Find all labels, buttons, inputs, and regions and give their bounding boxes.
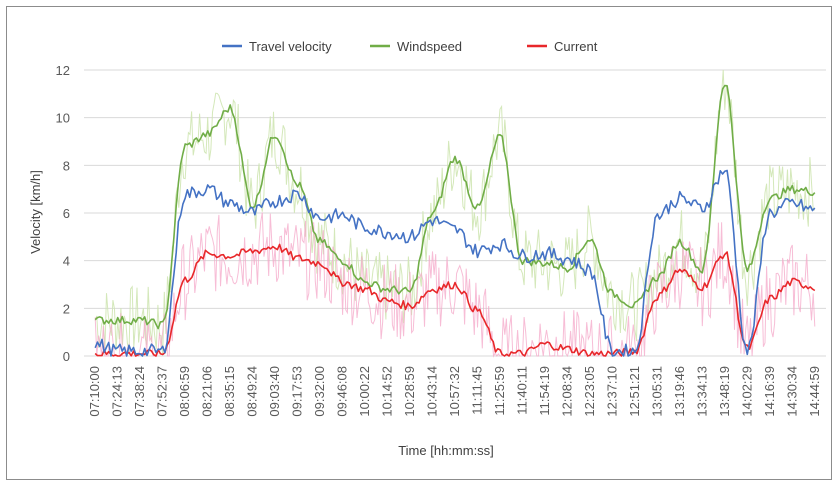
x-tick-label: 11:25:59 [492,366,507,416]
x-tick-label: 07:10:00 [87,366,102,417]
x-tick-label: 09:46:08 [335,366,350,417]
y-axis-title: Velocity [km/h] [28,170,43,254]
x-tick-label: 14:16:39 [762,366,777,417]
x-tick-label: 10:00:22 [357,366,372,417]
x-axis-ticks: 07:10:00 07:24:13 07:38:24 07:52:37 08:06:59… [87,366,822,417]
x-tick-label: 09:17:53 [290,366,305,417]
x-tick-label: 11:11:45 [469,366,484,415]
x-tick-label: 11:54:19 [537,366,552,416]
x-tick-label: 12:08:34 [559,366,574,417]
x-tick-label: 11:40:11 [514,366,529,415]
series-line-current [94,243,816,357]
x-tick-label: 07:38:24 [132,366,147,417]
legend-entry: Current [554,39,598,54]
x-tick-label: 13:05:31 [649,366,664,417]
x-tick-label: 07:24:13 [110,366,125,417]
y-tick-label: 10 [56,111,70,126]
x-tick-label: 09:03:40 [267,366,282,417]
raw-data-noise [94,69,816,358]
y-tick-label: 2 [63,301,70,316]
legend-entry: Windspeed [397,39,462,54]
x-tick-label: 12:37:10 [604,366,619,417]
y-tick-label: 12 [56,63,70,78]
x-tick-label: 10:14:52 [380,366,395,417]
y-axis-ticks: 0 2 4 6 8 10 12 [56,63,70,364]
x-tick-label: 09:32:00 [312,366,327,417]
x-tick-label: 13:19:46 [672,366,687,417]
y-tick-label: 8 [63,158,70,173]
legend-entry: Travel velocity [249,39,332,54]
x-tick-label: 07:52:37 [155,366,170,417]
y-tick-label: 6 [63,206,70,221]
x-axis-title: Time [hh:mm:ss] [398,443,494,458]
x-tick-label: 08:49:24 [245,366,260,417]
x-tick-label: 10:43:14 [425,366,440,417]
windspeed-raw-band [94,69,815,356]
gridlines [84,69,826,357]
x-tick-label: 12:51:21 [627,366,642,417]
series-lines [94,84,816,357]
x-tick-label: 08:35:15 [222,366,237,417]
y-tick-label: 0 [63,349,70,364]
x-tick-label: 08:21:06 [200,366,215,417]
x-tick-label: 13:34:13 [694,366,709,417]
x-tick-label: 14:02:29 [739,366,754,417]
x-tick-label: 14:30:34 [784,366,799,417]
x-tick-label: 10:57:32 [447,366,462,417]
series-line-travel-velocity [94,169,816,357]
current-raw-band [94,212,816,358]
x-tick-label: 14:44:59 [807,366,822,417]
series-line-windspeed [94,84,816,330]
x-tick-label: 08:06:59 [177,366,192,417]
x-tick-label: 10:28:59 [402,366,417,417]
x-tick-label: 12:23:05 [582,366,597,417]
chart-frame [6,6,832,480]
x-tick-label: 13:48:19 [717,366,732,417]
y-tick-label: 4 [63,254,70,269]
legend: Travel velocity Windspeed Current [222,39,598,54]
